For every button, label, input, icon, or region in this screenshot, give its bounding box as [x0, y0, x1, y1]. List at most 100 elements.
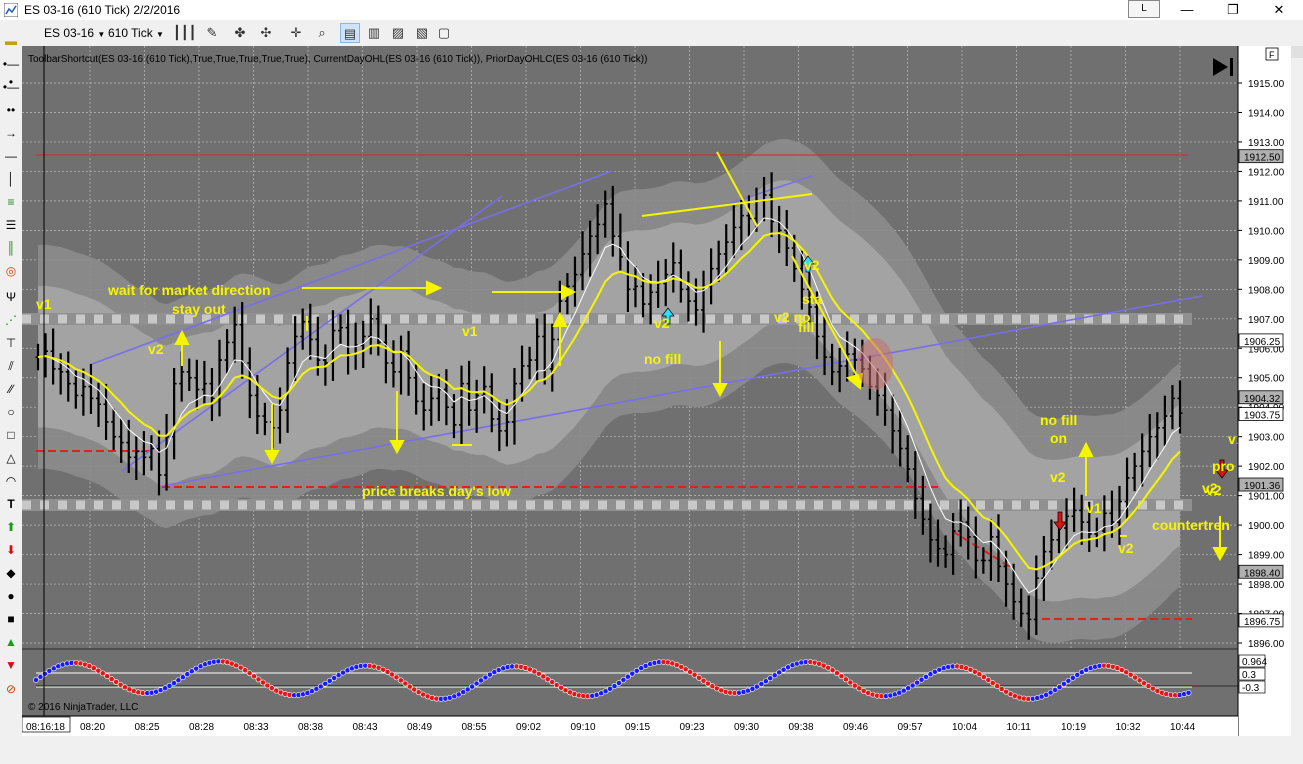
annotation-text: wait for market direction	[107, 282, 271, 298]
osc-dot	[856, 685, 863, 692]
annotation-text: v2	[1050, 469, 1066, 485]
oscillator-dots	[33, 658, 1192, 702]
annotation-text: no fill	[1040, 412, 1077, 428]
osc-dot	[900, 687, 907, 694]
scroll-up-button[interactable]	[1291, 46, 1303, 58]
indicator-icon[interactable]: ✣	[260, 25, 272, 40]
time-tick-label: 08:33	[244, 722, 269, 733]
chart-trader-icon[interactable]: ▥	[367, 25, 381, 40]
text-icon[interactable]: T	[7, 497, 15, 511]
andrews-pitchfork-icon[interactable]: Ψ	[5, 290, 17, 304]
vertical-line-icon[interactable]: │	[7, 172, 15, 186]
osc-marker	[1238, 667, 1266, 681]
osc-dot	[264, 682, 271, 689]
osc-dot	[705, 680, 711, 687]
osc-dot	[535, 670, 542, 677]
vertical-scrollbar[interactable]	[1291, 46, 1303, 736]
image-icon[interactable]: ▨	[391, 25, 405, 40]
bar-type-icon[interactable]: ┃┃┃	[173, 25, 197, 40]
price-chart[interactable]: wait for market direction stay out v1 v2 v1 p…	[22, 46, 1303, 764]
properties-icon[interactable]: ▢	[437, 25, 451, 40]
triangle-icon[interactable]: △	[6, 451, 16, 465]
osc-dot	[1065, 678, 1072, 684]
zoom-icon[interactable]: ⌕	[318, 25, 326, 40]
triangle-up-icon[interactable]: ▲	[5, 635, 17, 649]
diamond-icon[interactable]: ◆	[6, 566, 16, 580]
osc-dot	[455, 691, 462, 698]
share-icon[interactable]: ▧	[415, 25, 429, 40]
osc-dot	[544, 676, 551, 683]
maximize-button[interactable]: ❐	[1227, 2, 1239, 17]
osc-dot	[847, 679, 854, 686]
annotation-text: stay out	[172, 301, 226, 317]
line-icon[interactable]: •—•	[2, 57, 20, 89]
time-tick-label: 09:30	[734, 722, 759, 733]
scroll-to-end-icon[interactable]	[1213, 58, 1233, 76]
strategy-icon[interactable]: ✤	[234, 25, 246, 40]
remove-drawings-icon[interactable]: ⊘	[5, 682, 17, 696]
trend-channel-icon[interactable]: ∕∕	[8, 382, 13, 396]
link-button[interactable]: L	[1128, 0, 1160, 18]
minimize-button[interactable]: —	[1180, 2, 1194, 17]
time-tick-label: 10:44	[1170, 722, 1195, 733]
fib-time-icon[interactable]: ║	[6, 241, 16, 255]
osc-dot	[237, 664, 244, 671]
osc-dot	[1047, 689, 1054, 696]
pencil-icon[interactable]: ✎	[206, 25, 218, 40]
ellipse-icon[interactable]: ○	[7, 405, 15, 419]
red-arrow-icon	[1053, 459, 1229, 531]
ruler-icon[interactable]: ▬	[5, 34, 17, 48]
osc-dot	[909, 682, 916, 689]
time-tick-label: 10:32	[1116, 722, 1141, 733]
fib-extension-icon[interactable]: ☰	[5, 218, 17, 232]
interval-selector[interactable]: 610 Tick ▼	[108, 24, 164, 42]
arrow-down-icon[interactable]: ⬇	[5, 543, 17, 557]
cyan-arrow-icon	[661, 255, 815, 325]
indicator-list: ToolbarShortcut(ES 03-16 (610 Tick),True…	[28, 54, 647, 65]
osc-dot	[313, 686, 320, 692]
oscillator-panel-bg	[22, 650, 1238, 716]
fib-retracement-icon[interactable]: ≡	[7, 195, 15, 209]
osc-dot	[389, 671, 395, 678]
osc-dot	[682, 666, 689, 673]
triangle-down-icon[interactable]: ▼	[5, 658, 17, 672]
osc-dot	[1003, 688, 1009, 695]
annotation-text: pro	[1212, 458, 1235, 474]
price-marker-label: 1896.75	[1244, 617, 1281, 628]
osc-dot	[709, 683, 716, 690]
horizontal-line-icon[interactable]: —	[5, 149, 17, 163]
osc-dot	[678, 664, 685, 670]
time-tick-label: 09:15	[625, 722, 650, 733]
square-icon[interactable]: ■	[7, 612, 15, 626]
dot-icon[interactable]: ●	[7, 589, 15, 603]
osc-dot	[767, 675, 774, 682]
extended-line-icon[interactable]: ••	[6, 103, 16, 117]
chevron-down-icon: ▼	[97, 30, 106, 39]
price-tick-label: 1908.00	[1248, 285, 1285, 296]
arc-icon[interactable]: ◠	[5, 474, 17, 488]
data-box-icon[interactable]: ▤	[340, 23, 360, 43]
arrow-up-icon[interactable]: ⬆	[5, 520, 17, 534]
annotation-text: on	[1050, 430, 1067, 446]
ray-icon[interactable]: •—	[2, 80, 20, 94]
price-marker	[1238, 333, 1284, 348]
osc-dot	[1185, 689, 1192, 696]
price-tick-label: 1905.00	[1248, 374, 1285, 385]
osc-dot	[980, 674, 987, 680]
osc-dot	[380, 666, 386, 673]
annotation-text: v2	[1118, 540, 1134, 556]
crosshair-icon[interactable]: ✛	[290, 25, 302, 40]
app-icon	[4, 3, 18, 17]
osc-dot	[611, 683, 618, 689]
arrow-line-icon[interactable]: →	[5, 126, 17, 140]
instrument-selector[interactable]: ES 03-16 ▼	[44, 24, 105, 42]
f-button[interactable]: F	[1265, 47, 1279, 61]
osc-dot	[998, 686, 1005, 692]
interval-label: 610 Tick	[108, 26, 153, 40]
gann-fan-icon[interactable]: ⋰	[5, 313, 17, 327]
regression-icon[interactable]: ⊤	[5, 336, 17, 350]
channel-icon[interactable]: ⫽	[8, 359, 14, 373]
close-button[interactable]: ✕	[1273, 2, 1285, 17]
fib-circle-icon[interactable]: ◎	[5, 264, 17, 278]
rectangle-icon[interactable]: □	[7, 428, 15, 442]
